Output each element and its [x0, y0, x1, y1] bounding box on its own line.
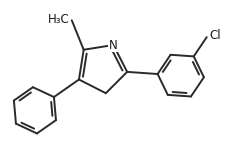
- Text: N: N: [109, 39, 118, 51]
- Text: H₃C: H₃C: [48, 13, 69, 26]
- Text: Cl: Cl: [209, 29, 221, 42]
